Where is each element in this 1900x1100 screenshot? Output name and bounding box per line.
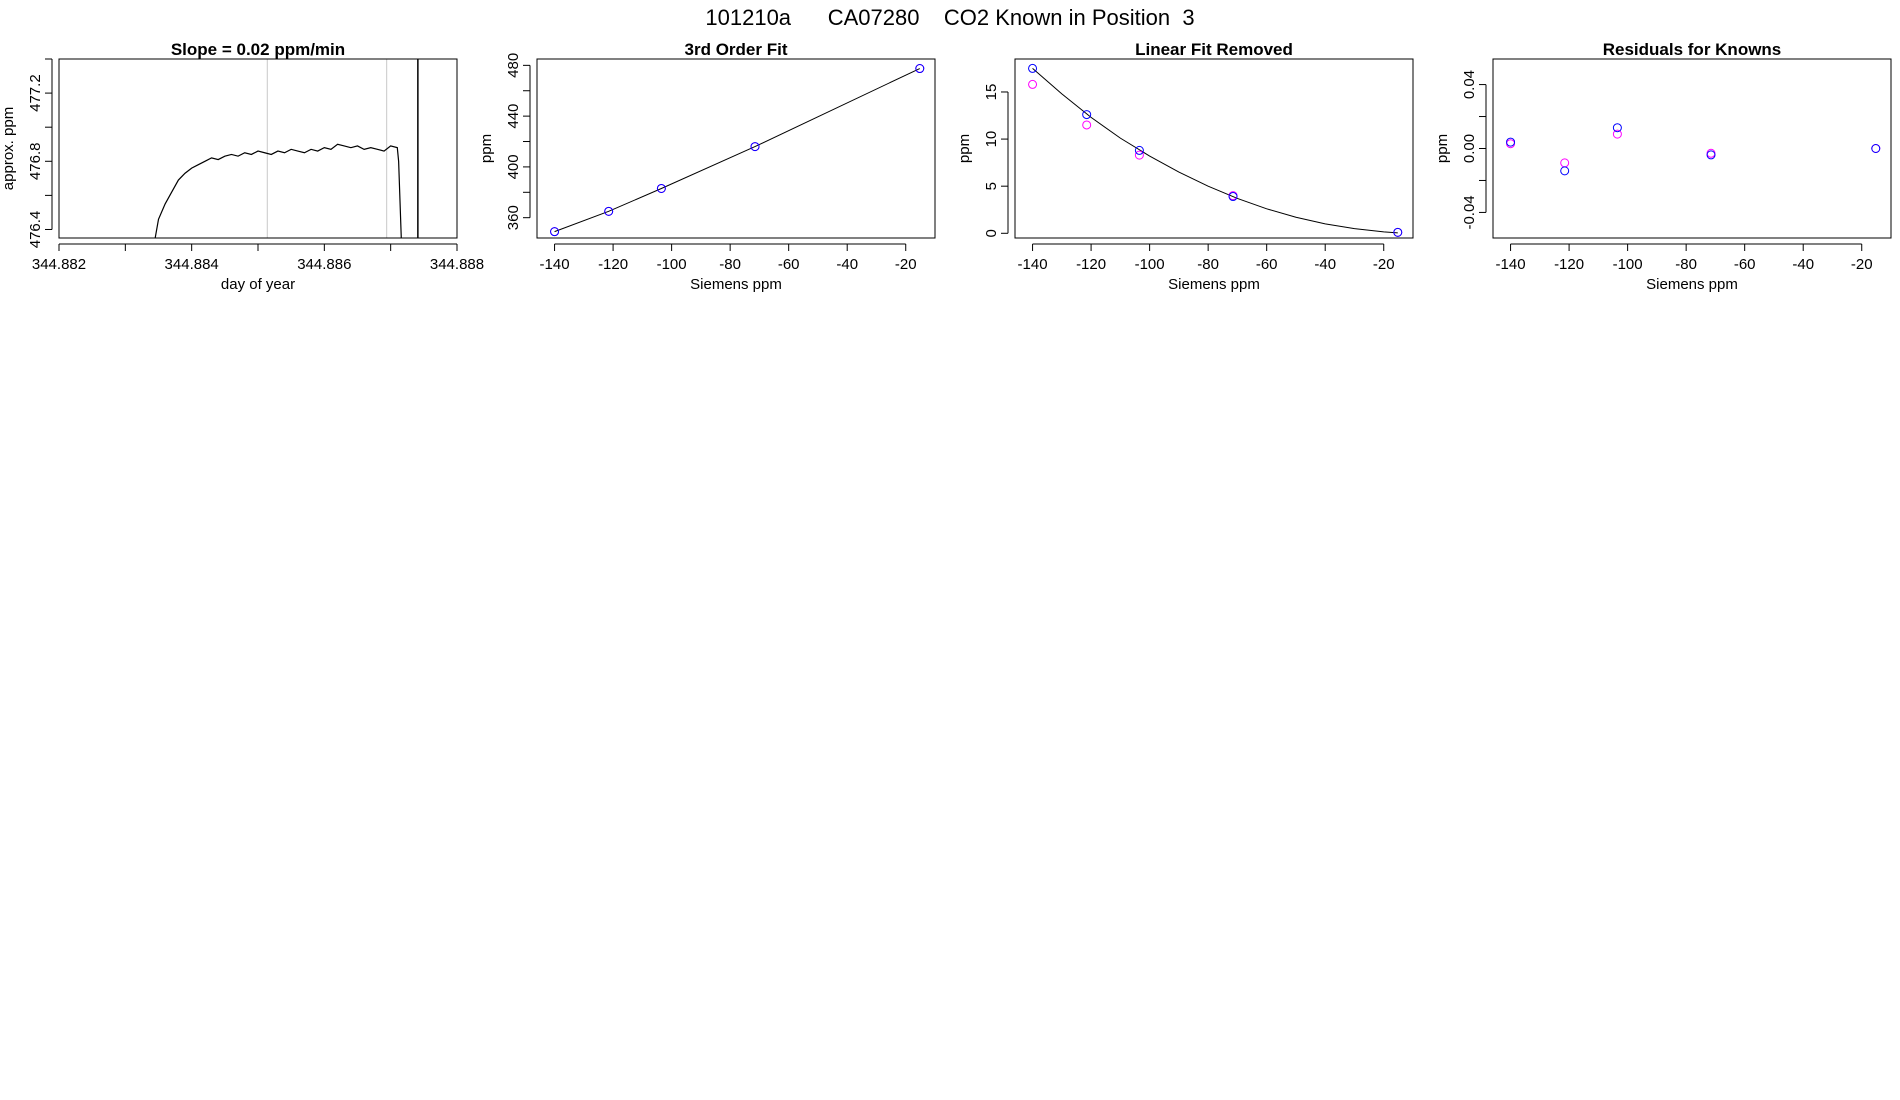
x-tick-label: -60	[778, 256, 800, 273]
y-axis: 360 400 440 480	[505, 53, 531, 230]
x-tick-label: -20	[1373, 256, 1395, 273]
x-tick-label: -120	[1076, 256, 1106, 273]
x-tick-label: -40	[836, 256, 858, 273]
x-tick-label: -140	[1496, 256, 1526, 273]
x-tick-label: -80	[1197, 256, 1219, 273]
chart-title: Slope = 0.02 ppm/min	[171, 40, 345, 59]
data-point-blue	[1560, 166, 1570, 176]
y-tick-label: 476.4	[27, 211, 44, 249]
x-axis: 344.882 344.884 344.886 344.888	[32, 243, 484, 273]
fit-curve	[554, 68, 920, 233]
y-tick-label: 477.2	[27, 74, 44, 112]
data-line	[154, 143, 402, 238]
figure-title: 101210a CA07280 CO2 Known in Position 3	[705, 5, 1194, 30]
data-point-blue	[604, 206, 614, 216]
data-point-blue	[1134, 145, 1144, 155]
data-point-blue	[1612, 123, 1622, 133]
data-point-blue	[1506, 137, 1516, 147]
data-point-magenta	[1560, 158, 1570, 168]
y-tick-label: 5	[983, 182, 1000, 190]
x-tick-label: -40	[1314, 256, 1336, 273]
x-tick-label: -20	[895, 256, 917, 273]
y-tick-label: 0	[983, 229, 1000, 237]
y-tick-label: -0.04	[1461, 195, 1478, 229]
y-axis: -0.04 0.00 0.04	[1461, 70, 1487, 230]
y-tick-label: 10	[983, 131, 1000, 148]
x-tick-label: -60	[1734, 256, 1756, 273]
x-axis-label: Siemens ppm	[1168, 276, 1260, 293]
x-tick-label: -140	[540, 256, 570, 273]
data-point-blue	[750, 142, 760, 152]
chart-panel-2: 3rd Order Fit -140 -120 -100 -80 -60 -40 -20 Sie…	[478, 40, 936, 293]
x-tick-label: -120	[598, 256, 628, 273]
y-axis-label: ppm	[478, 134, 495, 163]
x-axis: -140 -120 -100 -80 -60 -40 -20	[540, 243, 917, 273]
data-point-blue	[1393, 227, 1403, 237]
y-axis: 0 5 10 15	[983, 84, 1009, 237]
x-axis-label: Siemens ppm	[690, 276, 782, 293]
y-axis-label: approx. ppm	[0, 107, 17, 190]
plot-area	[1028, 63, 1403, 237]
y-axis-label: ppm	[1434, 134, 1451, 163]
data-point-magenta	[1028, 79, 1038, 89]
chart-title: 3rd Order Fit	[685, 40, 788, 59]
x-tick-label: -140	[1018, 256, 1048, 273]
y-tick-label: 360	[505, 205, 522, 230]
x-tick-label: -40	[1792, 256, 1814, 273]
data-point-blue	[1228, 192, 1238, 202]
chart-title: Linear Fit Removed	[1135, 40, 1293, 59]
chart-panel-3: Linear Fit Removed-140 -120 -100 -80 -60 -40-…	[956, 40, 1414, 293]
y-axis: 476.4 476.8 477.2	[27, 58, 53, 249]
data-point-blue	[915, 64, 925, 74]
data-point-blue	[1871, 144, 1881, 153]
x-axis-label: day of year	[221, 276, 295, 293]
plot-frame	[536, 58, 936, 239]
data-point-magenta	[1134, 150, 1144, 160]
x-tick-label: 344.884	[165, 256, 219, 273]
fit-curve	[1032, 68, 1398, 234]
data-point-magenta	[1612, 129, 1622, 139]
plot-frame	[58, 58, 458, 239]
x-tick-label: 344.882	[32, 256, 86, 273]
plot-area	[154, 59, 419, 238]
x-tick-label: -80	[719, 256, 741, 273]
data-point-blue	[1082, 110, 1092, 120]
data-point-blue	[550, 227, 560, 237]
x-tick-label: 344.888	[430, 256, 484, 273]
x-axis: -140 -120 -100 -80 -60 -40 -20	[1496, 243, 1873, 273]
y-tick-label: 0.00	[1461, 134, 1478, 163]
y-tick-label: 400	[505, 154, 522, 179]
x-tick-label: -100	[1135, 256, 1165, 273]
data-point-blue	[1028, 63, 1038, 73]
y-tick-label: 480	[505, 53, 522, 78]
x-axis: -140 -120 -100 -80 -60 -40 -20	[1018, 243, 1395, 273]
y-axis-label: ppm	[956, 134, 973, 163]
chart-title: Residuals for Knowns	[1603, 40, 1782, 59]
x-axis-label: Siemens ppm	[1646, 276, 1738, 293]
plot-frame	[1492, 58, 1892, 239]
y-tick-label: 476.8	[27, 143, 44, 181]
data-point-magenta	[1082, 120, 1092, 130]
y-tick-label: 0.04	[1461, 70, 1478, 99]
x-tick-label: -100	[657, 256, 687, 273]
x-tick-label: -80	[1675, 256, 1697, 273]
plot-area	[550, 64, 925, 237]
chart-panel-4: Residuals for Knowns -140 -120 -100 -80 -60 -4…	[1434, 40, 1892, 293]
plot-frame	[1014, 58, 1414, 239]
x-tick-label: -100	[1613, 256, 1643, 273]
data-point-blue	[656, 183, 666, 193]
x-tick-label: -20	[1851, 256, 1873, 273]
y-tick-label: 15	[983, 84, 1000, 101]
x-tick-label: -60	[1256, 256, 1278, 273]
x-tick-label: -120	[1554, 256, 1584, 273]
data-point-blue	[1706, 150, 1716, 160]
y-tick-label: 440	[505, 104, 522, 129]
x-tick-label: 344.886	[297, 256, 351, 273]
plot-area	[1506, 123, 1881, 176]
